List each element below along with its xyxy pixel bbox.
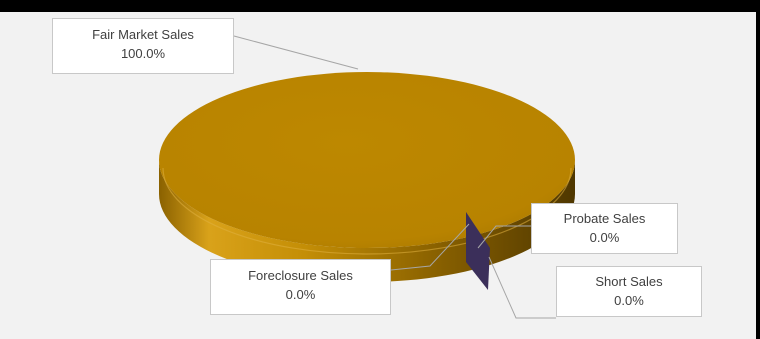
pie-slice-zero-sliver: [466, 212, 490, 290]
data-label-value: 0.0%: [285, 287, 316, 302]
data-label-fair-market-sales: Fair Market Sales 100.0%: [52, 18, 234, 74]
top-frame-bar: [0, 0, 760, 12]
data-label-value: 100.0%: [120, 46, 166, 61]
data-label-category: Foreclosure Sales: [248, 268, 353, 283]
right-frame-bar: [756, 0, 760, 339]
data-label-category: Fair Market Sales: [92, 27, 194, 42]
leader-line-foreclosure-sales: [390, 223, 470, 271]
leader-line-fair-market-sales: [233, 35, 359, 70]
data-label-category: Probate Sales: [563, 211, 646, 226]
data-label-foreclosure-sales: Foreclosure Sales 0.0%: [210, 259, 391, 315]
leader-line-short-sales: [488, 256, 556, 319]
pie-slice-fair-market-sales: [159, 72, 575, 282]
pie-slice-top: [159, 72, 575, 248]
data-label-category: Short Sales: [595, 274, 663, 289]
data-label-short-sales: Short Sales 0.0%: [556, 266, 702, 317]
data-label-value: 0.0%: [589, 230, 620, 245]
data-label-value: 0.0%: [614, 293, 644, 308]
leader-line-probate-sales: [477, 225, 531, 249]
data-label-probate-sales: Probate Sales 0.0%: [531, 203, 678, 254]
